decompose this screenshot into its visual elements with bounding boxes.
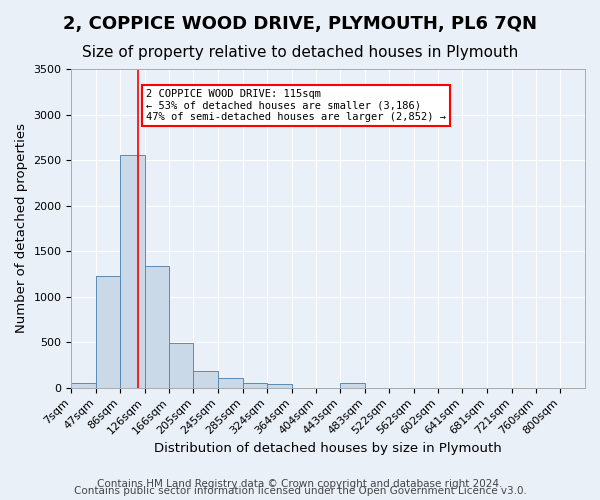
X-axis label: Distribution of detached houses by size in Plymouth: Distribution of detached houses by size … — [154, 442, 502, 455]
Bar — [145, 266, 169, 388]
Bar — [340, 384, 365, 388]
Text: 2 COPPICE WOOD DRIVE: 115sqm
← 53% of detached houses are smaller (3,186)
47% of: 2 COPPICE WOOD DRIVE: 115sqm ← 53% of de… — [146, 89, 446, 122]
Bar — [267, 384, 292, 388]
Bar — [120, 154, 145, 388]
Y-axis label: Number of detached properties: Number of detached properties — [15, 124, 28, 334]
Bar — [193, 370, 218, 388]
Bar — [169, 343, 193, 388]
Text: 2, COPPICE WOOD DRIVE, PLYMOUTH, PL6 7QN: 2, COPPICE WOOD DRIVE, PLYMOUTH, PL6 7QN — [63, 15, 537, 33]
Bar — [71, 384, 96, 388]
Bar — [218, 378, 243, 388]
Text: Size of property relative to detached houses in Plymouth: Size of property relative to detached ho… — [82, 45, 518, 60]
Text: Contains HM Land Registry data © Crown copyright and database right 2024.: Contains HM Land Registry data © Crown c… — [97, 479, 503, 489]
Bar — [96, 276, 120, 388]
Text: Contains public sector information licensed under the Open Government Licence v3: Contains public sector information licen… — [74, 486, 526, 496]
Bar — [243, 384, 267, 388]
